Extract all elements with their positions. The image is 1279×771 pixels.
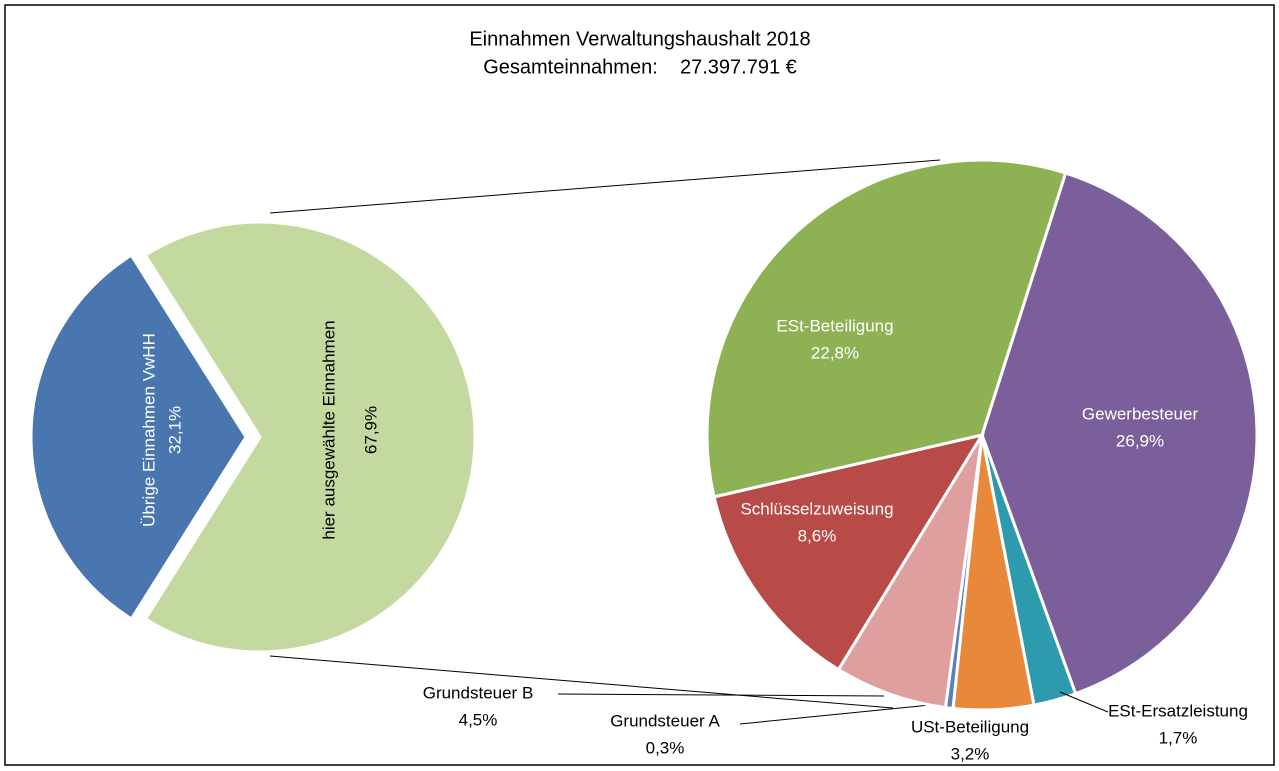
slice-label: hier ausgewählte Einnahmen 67,9%	[319, 320, 380, 539]
category-label: USt-Beteiligung	[911, 717, 1029, 736]
chart-subtitle: Gesamteinnahmen: 27.397.791 €	[483, 56, 797, 78]
value-label: 1,7%	[1159, 728, 1198, 747]
slice-label: Übrige Einnahmen VwHH 32,1%	[139, 333, 184, 527]
category-label: Gewerbesteuer	[1082, 404, 1199, 423]
slice-label: Gewerbesteuer 26,9%	[1082, 404, 1199, 450]
category-label: ESt-Ersatzleistung	[1108, 701, 1248, 720]
category-label: Grundsteuer B	[423, 683, 534, 702]
connector-line	[269, 655, 894, 709]
value-label: 22,8%	[811, 343, 859, 362]
category-label: Übrige Einnahmen VwHH	[139, 333, 158, 527]
value-label: 3,2%	[951, 744, 990, 763]
value-label: 26,9%	[1116, 431, 1164, 450]
value-label: 4,5%	[459, 710, 498, 729]
slice-label: ESt-Ersatzleistung 1,7%	[1108, 701, 1248, 747]
pie-slice	[980, 171, 1259, 696]
category-label: Schlüsselzuweisung	[740, 499, 893, 518]
value-label: 32,1%	[165, 406, 184, 454]
category-label: hier ausgewählte Einnahmen	[319, 320, 338, 539]
leader-line	[1059, 691, 1109, 713]
pie-slice	[705, 158, 1068, 499]
slice-label: Grundsteuer B 4,5%	[423, 683, 534, 729]
category-label: ESt-Beteiligung	[776, 316, 893, 335]
pie-slice	[143, 220, 477, 654]
pie-slice	[836, 434, 984, 710]
slice-label: ESt-Beteiligung 22,8%	[776, 316, 893, 362]
leader-line	[557, 693, 885, 697]
value-label: 8,6%	[798, 526, 837, 545]
leader-line	[739, 703, 941, 725]
chart-title: Einnahmen Verwaltungshaushalt 2018	[469, 28, 810, 50]
pie-slice	[712, 432, 986, 672]
value-label: 0,3%	[646, 738, 685, 757]
value-label: 67,9%	[361, 406, 380, 454]
pie-slice	[29, 253, 248, 622]
slice-label: Grundsteuer A 0,3%	[610, 711, 720, 757]
slice-label: USt-Beteiligung 3,2%	[911, 717, 1029, 763]
category-label: Grundsteuer A	[610, 711, 720, 730]
connector-line	[269, 159, 941, 214]
slice-label: Schlüsselzuweisung 8,6%	[740, 499, 893, 545]
